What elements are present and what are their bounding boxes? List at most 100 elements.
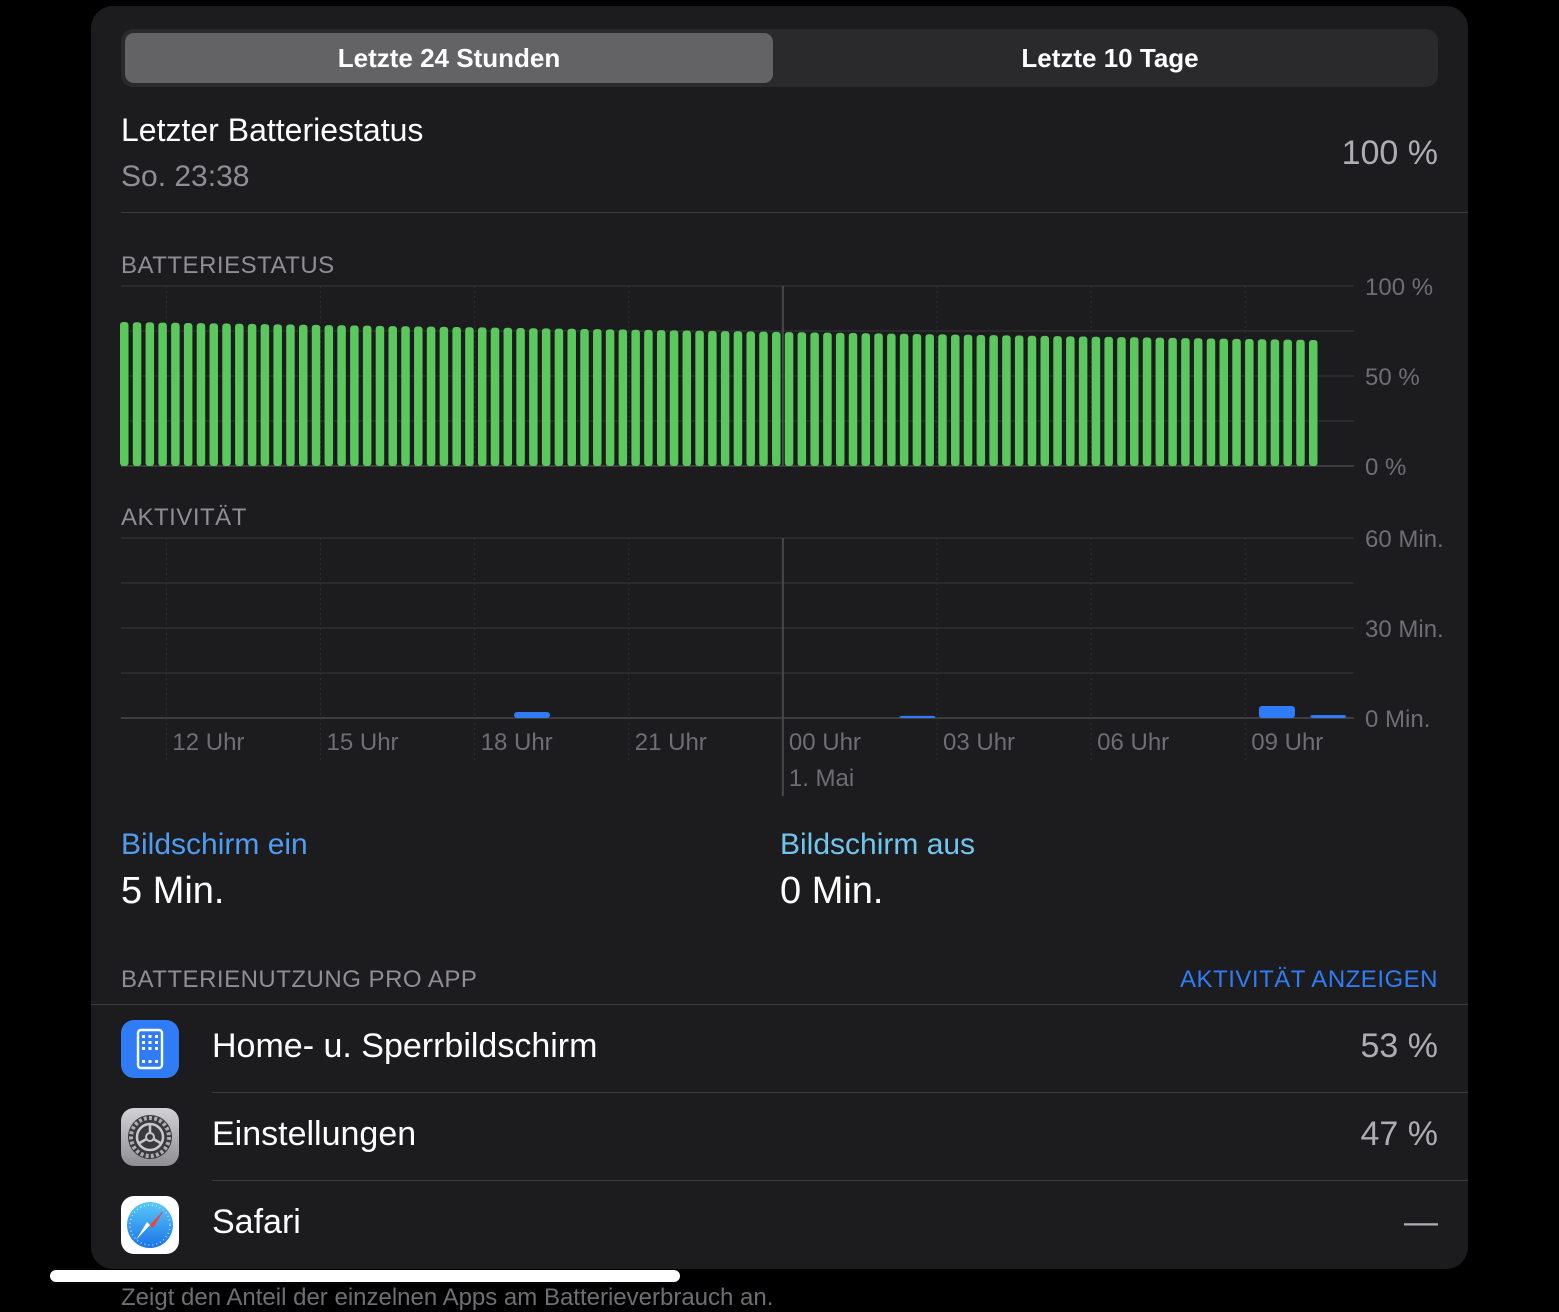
battery-bar bbox=[720, 331, 730, 466]
battery-bar bbox=[1142, 337, 1152, 466]
y-tick-label: 60 Min. bbox=[1365, 526, 1444, 553]
tab-last-24-hours[interactable]: Letzte 24 Stunden bbox=[125, 33, 773, 83]
battery-bar bbox=[1257, 339, 1267, 466]
divider bbox=[91, 1004, 1468, 1005]
battery-bar bbox=[183, 322, 193, 466]
usage-per-app-title: BATTERIENUTZUNG PRO APP bbox=[121, 966, 478, 993]
battery-bar bbox=[976, 334, 986, 466]
battery-bar bbox=[695, 330, 704, 466]
battery-bar bbox=[784, 332, 794, 466]
battery-bar bbox=[797, 332, 807, 466]
battery-bar bbox=[759, 331, 768, 466]
x-tick-label: 12 Uhr bbox=[172, 729, 244, 756]
battery-bar bbox=[1283, 339, 1292, 466]
battery-bar bbox=[631, 329, 640, 466]
x-tick-label: 18 Uhr bbox=[481, 729, 553, 756]
battery-bar bbox=[1104, 336, 1113, 466]
screen-on-label: Bildschirm ein bbox=[121, 828, 308, 861]
battery-bar bbox=[835, 332, 845, 466]
activity-bar bbox=[899, 715, 936, 718]
battery-bar bbox=[171, 322, 180, 466]
battery-bar bbox=[912, 334, 922, 466]
app-row-home-screen[interactable]: Home- u. Sperrbildschirm 53 % bbox=[91, 1005, 1468, 1093]
battery-bar bbox=[951, 334, 960, 466]
divider bbox=[121, 212, 1468, 213]
battery-bar bbox=[669, 330, 679, 466]
time-range-segmented-control: Letzte 24 Stunden Letzte 10 Tage bbox=[121, 29, 1438, 87]
battery-bar bbox=[298, 324, 308, 466]
battery-bar bbox=[273, 324, 282, 466]
battery-bar bbox=[1206, 338, 1216, 466]
app-usage-percent: 47 % bbox=[1360, 1115, 1439, 1153]
app-row-safari[interactable]: Safari — bbox=[91, 1181, 1468, 1269]
battery-bar bbox=[503, 327, 513, 466]
battery-bar bbox=[656, 330, 666, 466]
battery-bar bbox=[861, 333, 871, 466]
battery-bar bbox=[1270, 339, 1280, 466]
battery-bar bbox=[810, 332, 819, 466]
battery-bar bbox=[644, 329, 653, 466]
battery-bar bbox=[260, 324, 270, 466]
battery-bar bbox=[963, 334, 973, 466]
activity-bar bbox=[1258, 706, 1295, 718]
x-tick-label: 00 Uhr bbox=[789, 729, 861, 756]
x-tick-label: 06 Uhr bbox=[1097, 729, 1169, 756]
battery-bar bbox=[375, 325, 385, 466]
battery-bar bbox=[1193, 338, 1203, 466]
app-row-settings[interactable]: Einstellungen 47 % bbox=[91, 1093, 1468, 1181]
divider bbox=[212, 1180, 1468, 1181]
divider bbox=[212, 1092, 1468, 1093]
battery-bar bbox=[1091, 336, 1101, 466]
battery-bar bbox=[286, 324, 295, 466]
battery-bar bbox=[708, 330, 717, 466]
battery-bar bbox=[1219, 338, 1229, 466]
battery-bar bbox=[925, 334, 934, 466]
app-usage-percent: — bbox=[1404, 1203, 1438, 1241]
battery-bar bbox=[1078, 336, 1088, 466]
battery-bar bbox=[772, 331, 781, 466]
battery-level-chart: 100 % 50 % 0 % bbox=[120, 274, 1433, 481]
app-name: Einstellungen bbox=[212, 1115, 417, 1153]
x-tick-label: 03 Uhr bbox=[943, 729, 1015, 756]
battery-bar bbox=[1027, 335, 1037, 466]
show-activity-link[interactable]: AKTIVITÄT ANZEIGEN bbox=[1180, 966, 1438, 993]
battery-bar bbox=[541, 328, 551, 466]
battery-bar bbox=[1232, 338, 1241, 466]
battery-bar bbox=[337, 325, 346, 466]
home-indicator[interactable] bbox=[50, 1270, 680, 1282]
battery-bar bbox=[899, 333, 909, 466]
battery-bar bbox=[516, 328, 525, 466]
battery-bar bbox=[746, 331, 755, 466]
battery-bar bbox=[209, 323, 218, 466]
footer-note: Zeigt den Anteil der einzelnen Apps am B… bbox=[121, 1284, 774, 1311]
battery-bar bbox=[222, 323, 231, 466]
battery-bar bbox=[1002, 335, 1011, 466]
settings-gear-icon bbox=[121, 1108, 179, 1166]
battery-bar bbox=[439, 326, 449, 466]
battery-bar bbox=[1296, 339, 1305, 466]
activity-chart-title: AKTIVITÄT bbox=[121, 504, 247, 531]
battery-bar bbox=[618, 329, 628, 466]
battery-bar bbox=[426, 326, 436, 466]
battery-bar bbox=[477, 327, 487, 466]
battery-bar bbox=[324, 325, 334, 466]
tab-last-10-days[interactable]: Letzte 10 Tage bbox=[1021, 42, 1199, 73]
battery-bar bbox=[529, 328, 538, 466]
battery-bar bbox=[362, 325, 372, 466]
activity-bar bbox=[1310, 715, 1347, 718]
battery-bar bbox=[1181, 338, 1190, 466]
battery-panel: Letzte 24 Stunden Letzte 10 Tage Letzter… bbox=[91, 6, 1468, 1269]
battery-bar bbox=[823, 332, 832, 466]
x-tick-label: 21 Uhr bbox=[635, 729, 707, 756]
battery-bar bbox=[311, 324, 321, 466]
battery-bar bbox=[120, 322, 129, 466]
battery-bar bbox=[350, 325, 359, 466]
app-usage-percent: 53 % bbox=[1360, 1027, 1439, 1065]
battery-bar bbox=[452, 327, 461, 466]
battery-bar bbox=[682, 330, 692, 466]
battery-bar bbox=[414, 326, 423, 466]
battery-bar bbox=[1014, 335, 1024, 466]
y-tick-label: 30 Min. bbox=[1365, 616, 1444, 643]
battery-bar bbox=[132, 322, 142, 466]
y-tick-label: 0 Min. bbox=[1365, 706, 1430, 733]
